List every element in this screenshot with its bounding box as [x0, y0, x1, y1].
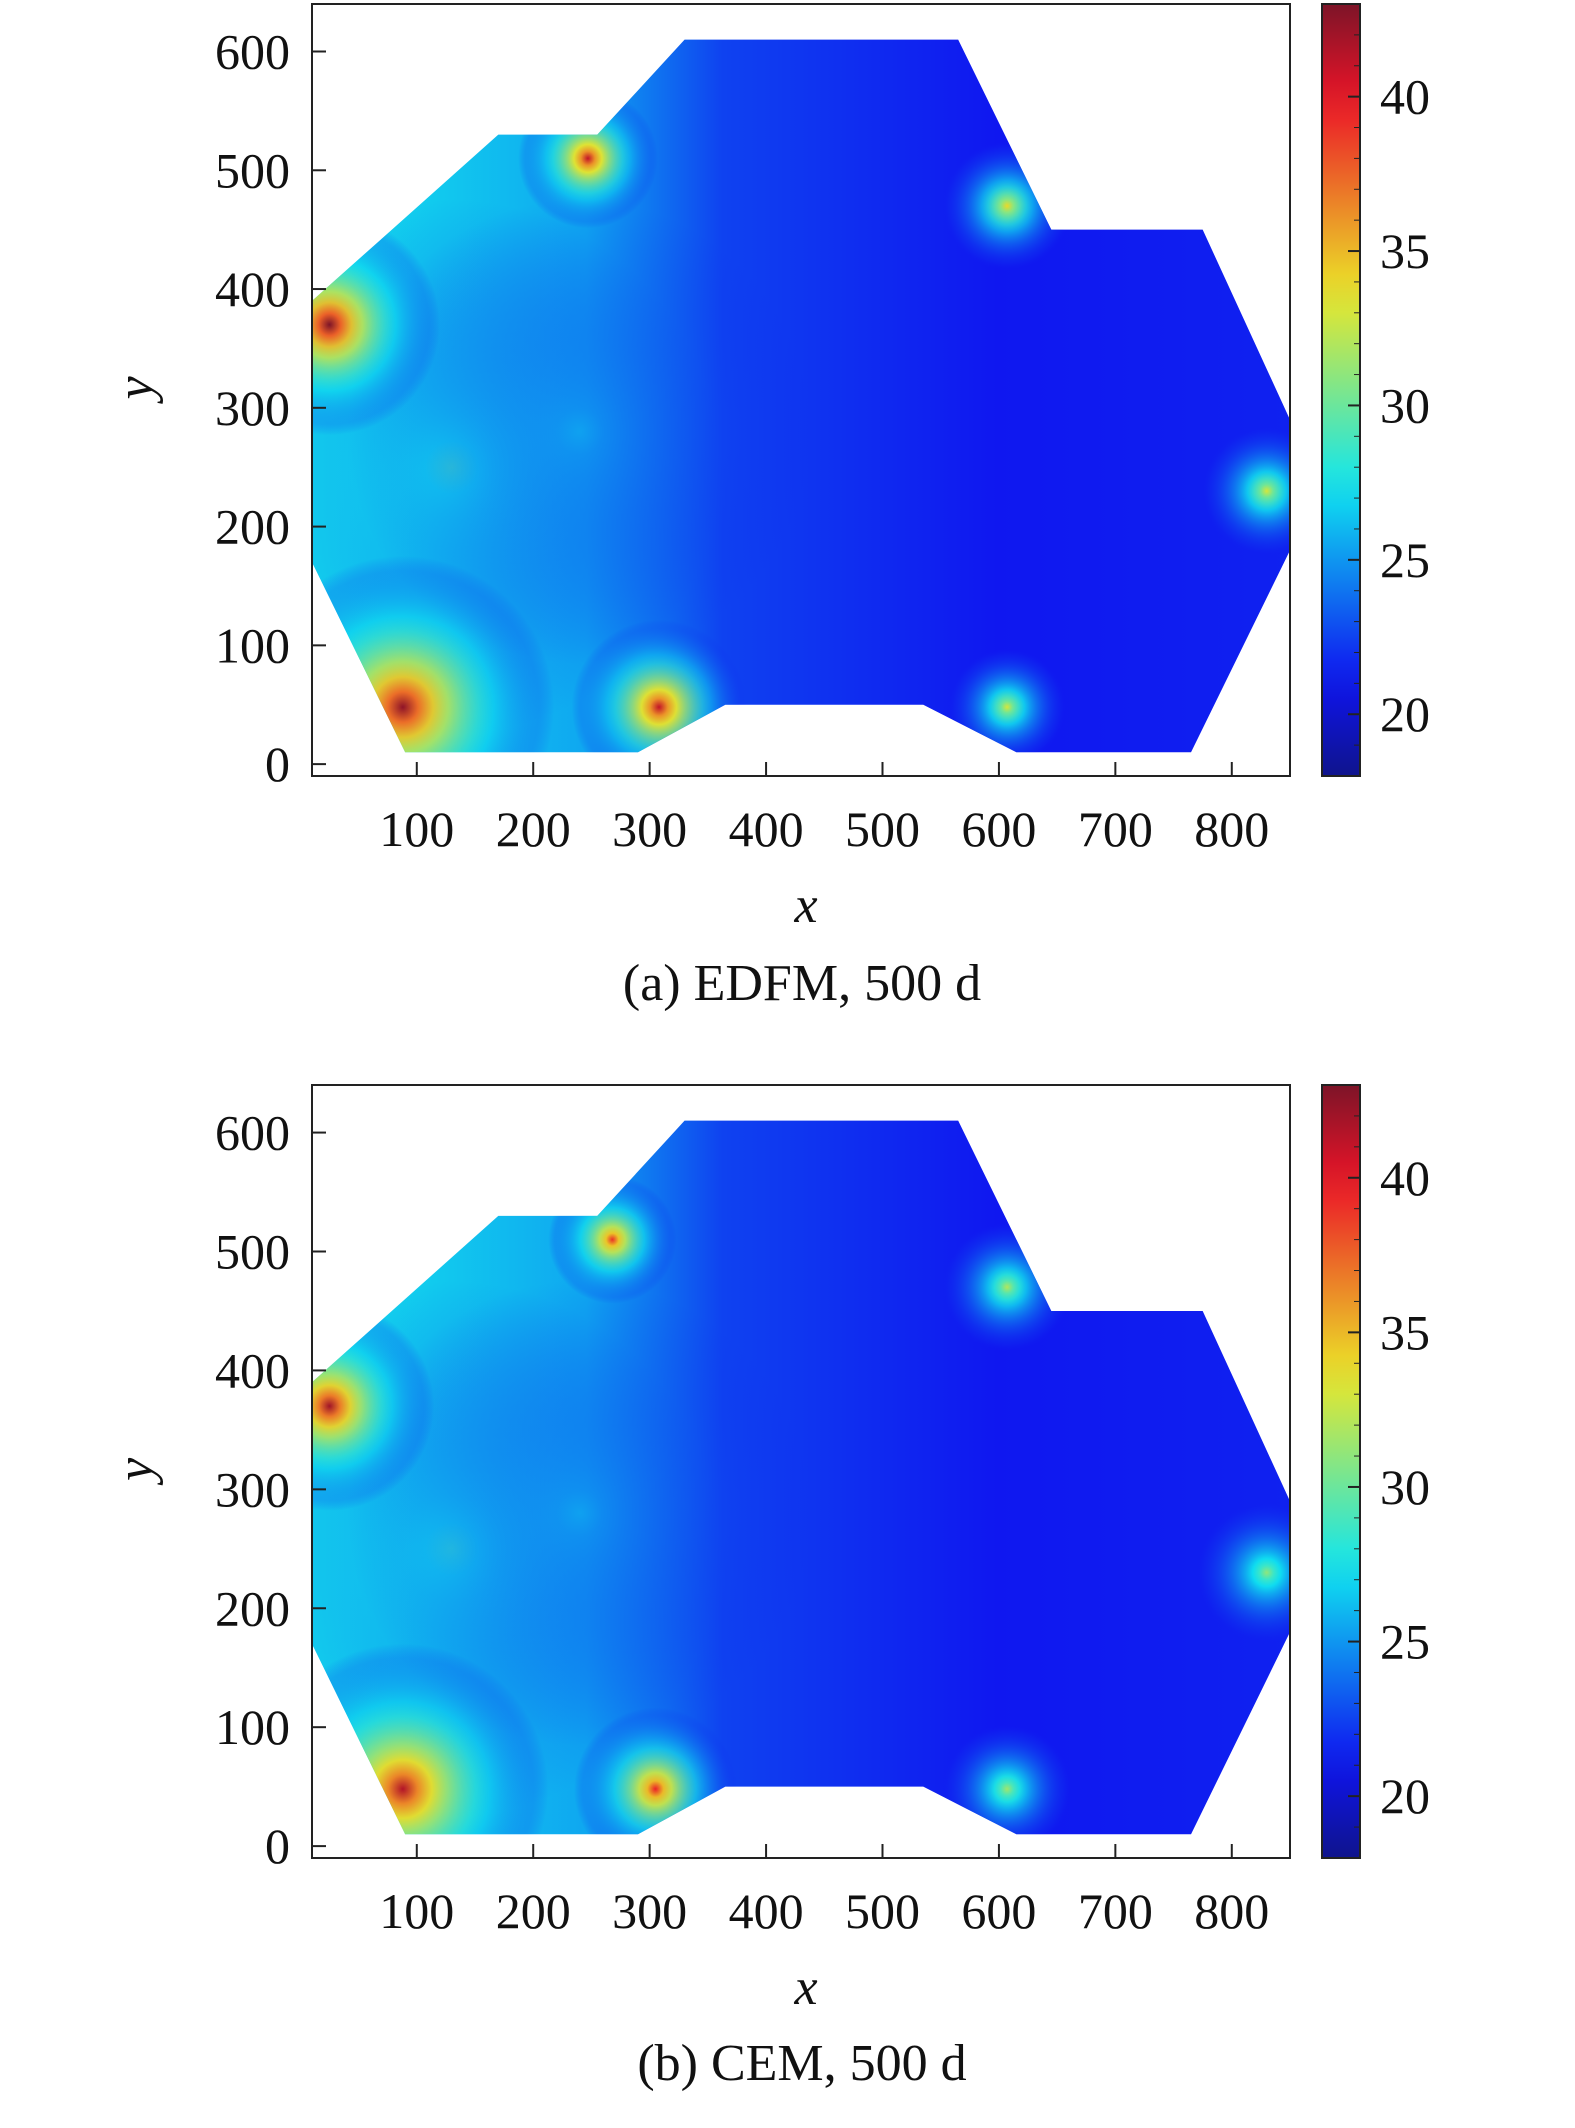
- y-tick-label: 200: [215, 499, 290, 555]
- y-axis-label: y: [107, 1457, 164, 1486]
- hotspot: [948, 648, 1066, 753]
- y-tick-label: 500: [215, 1223, 290, 1279]
- colorbar-scale: [1321, 1084, 1361, 1859]
- x-tick-label: 400: [729, 801, 804, 857]
- hotspot: [312, 214, 441, 436]
- x-tick-label: 600: [961, 1883, 1036, 1939]
- y-tick-label: 100: [215, 617, 290, 673]
- heatmap-field: [312, 39, 1290, 753]
- colorbar-tick-label: 40: [1380, 1150, 1430, 1206]
- colorbar-tick-label: 35: [1380, 223, 1430, 279]
- colorbar: 20 25 30 35 40: [1321, 3, 1430, 777]
- hotspot: [571, 619, 747, 753]
- axes-frame: [311, 3, 1291, 777]
- colorbar-tick-label: 20: [1380, 1768, 1430, 1824]
- colorbar-tick-label: 40: [1380, 69, 1430, 125]
- x-tick-label: 700: [1078, 1883, 1153, 1939]
- y-tick-label: 0: [265, 1818, 290, 1874]
- y-tick-label: 400: [215, 1342, 290, 1398]
- hotspot: [943, 1724, 1072, 1835]
- axes-frame: [311, 1084, 1291, 1859]
- y-tick-label: 500: [215, 142, 290, 198]
- panel-caption: (b) CEM, 500 d: [637, 2035, 966, 2092]
- x-tick-label: 700: [1078, 801, 1153, 857]
- hotspot: [1202, 426, 1290, 555]
- hotspot: [518, 88, 658, 229]
- x-tick-label: 300: [612, 1883, 687, 1939]
- y-tick-label: 300: [215, 1461, 290, 1517]
- colorbar-tick-label: 30: [1380, 377, 1430, 433]
- colorbar-tick-label: 30: [1380, 1459, 1430, 1515]
- y-axis-label: y: [107, 376, 164, 405]
- hotspot: [346, 198, 813, 665]
- y-tick-label: 600: [215, 1105, 290, 1161]
- x-tick-label: 200: [496, 801, 571, 857]
- x-tick-label: 100: [379, 1883, 454, 1939]
- x-tick-label: 500: [845, 1883, 920, 1939]
- colorbar-tick-label: 25: [1380, 532, 1430, 588]
- colorbar-tick-label: 25: [1380, 1614, 1430, 1670]
- colorbar-tick-label: 20: [1380, 686, 1430, 742]
- hotspot: [346, 1280, 813, 1746]
- x-axis-label: x: [793, 877, 817, 934]
- y-tick-label: 200: [215, 1580, 290, 1636]
- colorbar-scale: [1321, 3, 1361, 777]
- panel-caption: (a) EDFM, 500 d: [623, 955, 981, 1012]
- heatmap-field: [312, 1120, 1290, 1835]
- x-tick-label: 400: [729, 1883, 804, 1939]
- y-tick-label: 0: [265, 736, 290, 792]
- hotspot: [312, 1301, 435, 1511]
- y-tick-label: 100: [215, 1699, 290, 1755]
- hotspot: [573, 1707, 737, 1835]
- y-tick-label: 600: [215, 24, 290, 80]
- hotspot: [548, 1175, 677, 1304]
- colorbar-tick-label: 35: [1380, 1304, 1430, 1360]
- x-tick-label: 300: [612, 801, 687, 857]
- y-tick-label: 400: [215, 261, 290, 317]
- y-tick-label: 300: [215, 380, 290, 436]
- panel-a: 100 200 300 400 500 600 700 800 0 100 200 300 400 500…: [107, 3, 1430, 1012]
- x-tick-label: 600: [961, 801, 1036, 857]
- panel-b: 100 200 300 400 500 600 700 800 0 100 200 300 400 500…: [107, 1084, 1430, 2092]
- colorbar: 20 25 30 35 40: [1321, 1084, 1430, 1859]
- hotspot: [943, 1223, 1072, 1352]
- x-axis-label: x: [793, 1959, 817, 2016]
- hotspot: [943, 141, 1072, 270]
- x-tick-label: 800: [1194, 801, 1269, 857]
- x-tick-label: 200: [496, 1883, 571, 1939]
- x-tick-label: 100: [379, 801, 454, 857]
- x-tick-label: 500: [845, 801, 920, 857]
- x-tick-label: 800: [1194, 1883, 1269, 1939]
- hotspot: [1196, 1502, 1290, 1643]
